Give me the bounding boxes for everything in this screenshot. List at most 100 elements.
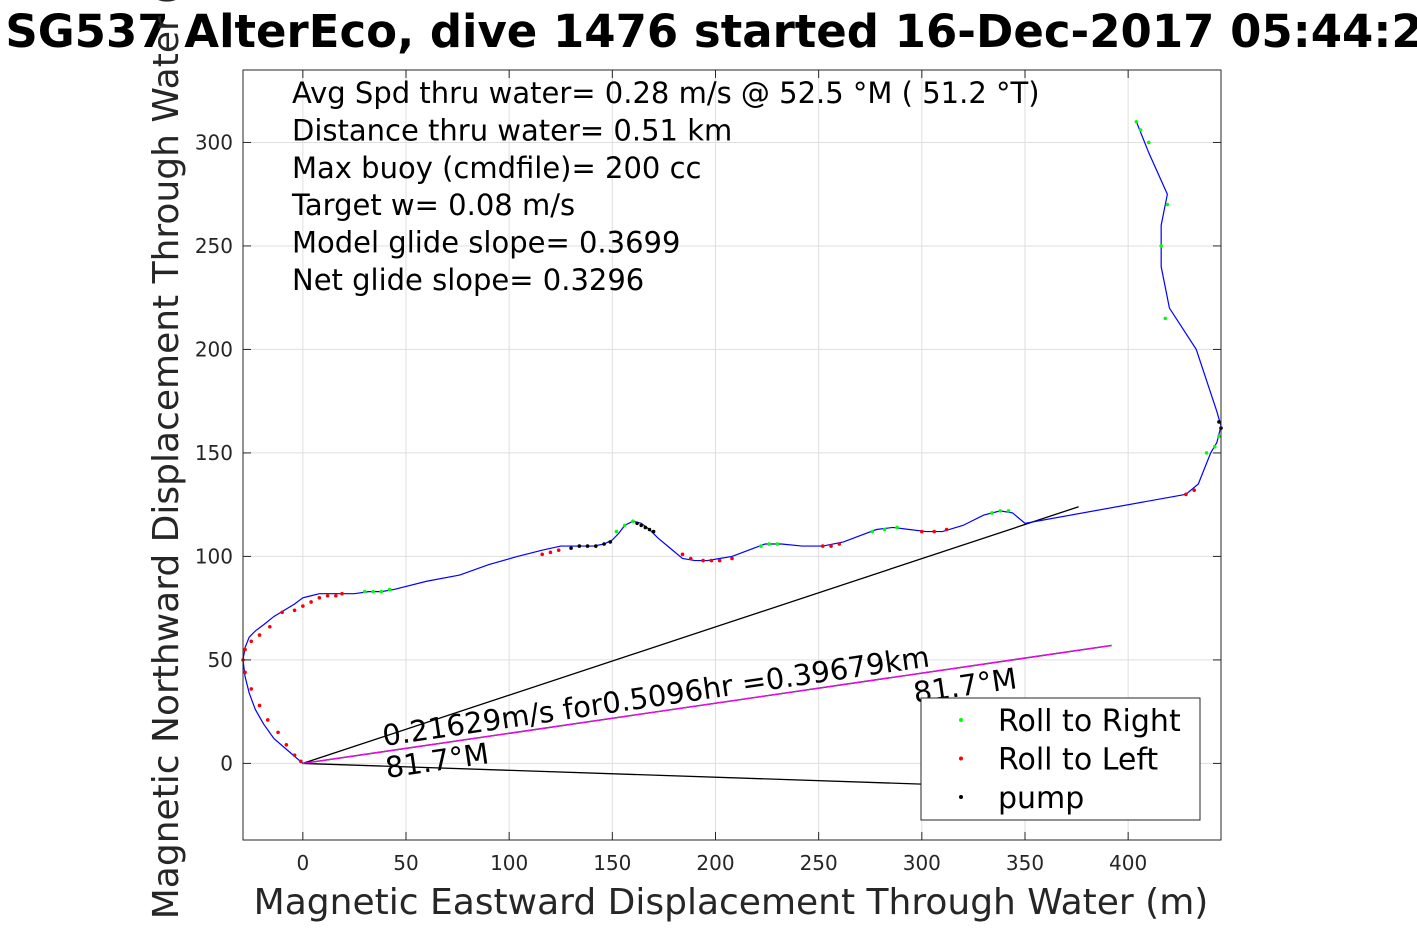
glide-line-upper: [302, 506, 1079, 765]
roll-to-right-point: [1138, 128, 1143, 132]
y-tick-label: 150: [195, 441, 233, 465]
roll-to-left-point: [829, 544, 833, 548]
axes-box: [242, 69, 1222, 841]
roll-to-right-point: [1204, 451, 1209, 455]
roll-to-right-point: [990, 511, 994, 515]
grid: [243, 70, 1221, 840]
axis-ticks: 0 50 100 150 200 250 300 350 400 0 50 100 150 200 250 3…: [195, 70, 1221, 875]
roll-to-left-point: [276, 730, 280, 735]
roll-to-left-point: [249, 687, 254, 691]
pump-point: [594, 544, 598, 548]
y-tick-label: 50: [208, 648, 233, 672]
x-tick-label: 400: [1109, 851, 1147, 875]
x-tick-label: 150: [593, 851, 631, 875]
roll-to-right-point: [379, 589, 384, 594]
x-tick-label: 50: [393, 851, 418, 875]
roll-to-left-point: [284, 742, 289, 747]
roll-to-left-point: [257, 633, 262, 637]
stats-annotations: Avg Spd thru water= 0.28 m/s @ 52.5 °M (…: [291, 76, 1040, 297]
roll-to-right-point: [362, 589, 367, 594]
roll-to-left-point: [944, 527, 949, 532]
legend-label-pump: pump: [998, 781, 1084, 816]
y-tick-label: 300: [195, 130, 233, 154]
roll-to-right-point: [371, 589, 375, 594]
roll-to-left-point: [556, 548, 561, 553]
roll-to-left-point: [1184, 492, 1188, 497]
pump-point: [635, 521, 639, 526]
x-tick-label: 0: [296, 851, 309, 875]
roll-to-right-point: [767, 542, 771, 546]
roll-to-left-point: [680, 552, 685, 557]
roll-to-left-point: [717, 558, 722, 563]
roll-to-right-point: [759, 544, 763, 548]
glide-line-lower: [302, 762, 922, 785]
roll-to-right-point: [631, 519, 635, 524]
stats-line: Distance thru water= 0.51 km: [292, 113, 732, 147]
roll-to-left-point: [301, 604, 305, 608]
stats-line: Max buoy (cmdfile)= 200 cc: [292, 151, 701, 185]
roll-to-left-point: [730, 556, 734, 561]
roll-to-left-point: [837, 542, 842, 546]
pump-point: [585, 544, 590, 548]
roll-to-left-point: [268, 625, 272, 629]
x-axis-label: Magnetic Eastward Displacement Through W…: [254, 882, 1209, 923]
x-tick-label: 350: [1006, 851, 1044, 875]
legend-marker-roll-to-right: [959, 718, 963, 722]
roll-to-left-point: [243, 647, 247, 652]
legend-box: [920, 697, 1201, 821]
roll-to-left-point: [1192, 488, 1196, 492]
roll-to-right-point: [1159, 244, 1163, 248]
roll-to-right-point: [775, 542, 780, 546]
roll-to-right-point: [622, 523, 627, 528]
roll-to-left-point: [292, 753, 297, 757]
roll-to-right-point: [1146, 140, 1151, 145]
y-tick-label: 200: [195, 337, 233, 361]
roll-to-left-point: [309, 600, 313, 604]
legend-marker-roll-to-left: [959, 756, 963, 761]
pump-point: [608, 540, 613, 544]
stats-line: Avg Spd thru water= 0.28 m/s @ 52.5 °M (…: [292, 76, 1040, 110]
roll-to-right-point: [387, 587, 392, 592]
roll-to-right-point: [1163, 316, 1168, 321]
roll-to-right-point: [1217, 434, 1221, 439]
roll-to-left-point: [540, 552, 544, 557]
x-tick-label: 200: [696, 851, 734, 875]
roll-to-right-point: [870, 529, 875, 534]
roll-to-right-point: [614, 529, 619, 534]
roll-to-left-point: [548, 550, 553, 555]
roll-to-right-point: [998, 509, 1003, 513]
pump-point: [639, 523, 644, 528]
plot-data: [241, 119, 1223, 785]
chart-title: SG537 AlterEco, dive 1476 started 16-Dec…: [5, 5, 1417, 58]
pump-point: [647, 527, 652, 532]
roll-to-left-point: [243, 670, 247, 675]
stats-line: Target w= 0.08 m/s: [291, 188, 575, 222]
roll-to-left-point: [688, 556, 693, 561]
roll-to-right-point: [1213, 444, 1217, 449]
y-tick-label: 250: [195, 234, 233, 258]
pump-point: [1217, 420, 1221, 424]
x-tick-label: 100: [490, 851, 528, 875]
roll-to-right-point: [882, 527, 887, 532]
stats-line: Net glide slope= 0.3296: [292, 263, 644, 297]
pump-point: [651, 529, 656, 534]
stats-line: Model glide slope= 0.3699: [292, 226, 680, 260]
roll-to-right-point: [895, 525, 899, 530]
roll-to-left-point: [340, 591, 344, 596]
current-speed-label: 0.21629m/s for0.5096hr =0.39679km: [380, 640, 932, 753]
roll-to-left-point: [709, 558, 714, 563]
roll-to-left-point: [701, 558, 705, 563]
pump-point: [602, 542, 606, 546]
pump-point: [569, 546, 573, 550]
roll-to-left-point: [265, 718, 270, 722]
roll-to-right-point: [1006, 509, 1011, 513]
pump-point: [643, 525, 648, 530]
roll-to-left-point: [820, 544, 825, 548]
roll-to-left-point: [249, 639, 254, 644]
roll-to-left-point: [334, 593, 338, 598]
roll-to-right-point: [1134, 119, 1139, 124]
roll-to-left-point: [298, 759, 303, 764]
legend-label-roll-to-left: Roll to Left: [998, 743, 1158, 778]
